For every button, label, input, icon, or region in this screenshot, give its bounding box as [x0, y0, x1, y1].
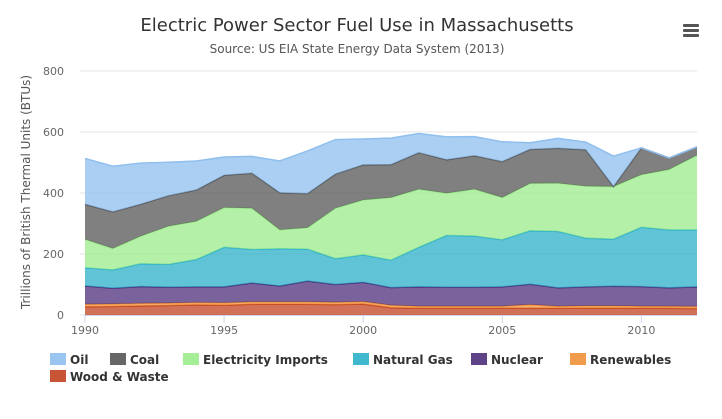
- legend-label: Coal: [130, 353, 159, 367]
- x-tick-label: 2010: [627, 324, 655, 337]
- legend-swatch: [183, 353, 199, 365]
- y-tick-label: 0: [57, 309, 64, 322]
- legend-label: Nuclear: [491, 353, 543, 367]
- legend-item-electricity-imports[interactable]: Electricity Imports: [183, 353, 328, 367]
- legend-item-natural-gas[interactable]: Natural Gas: [353, 353, 453, 367]
- legend-swatch: [353, 353, 369, 365]
- x-tick-label: 1995: [210, 324, 238, 337]
- legend-label: Electricity Imports: [203, 353, 328, 367]
- legend-swatch: [50, 370, 66, 382]
- y-axis: 0 200 400 600 800: [43, 65, 64, 322]
- legend-swatch: [570, 353, 586, 365]
- y-tick-label: 800: [43, 65, 64, 78]
- chart-subtitle: Source: US EIA State Energy Data System …: [210, 42, 505, 56]
- legend-swatch: [50, 353, 66, 365]
- legend: Oil Coal Electricity Imports Natural Gas Nuc…: [50, 353, 671, 384]
- legend-label: Oil: [70, 353, 88, 367]
- legend-label: Natural Gas: [373, 353, 453, 367]
- x-tick-label: 2005: [488, 324, 516, 337]
- chart-menu-button[interactable]: [677, 19, 703, 41]
- legend-item-coal[interactable]: Coal: [110, 353, 159, 367]
- legend-item-nuclear[interactable]: Nuclear: [471, 353, 543, 367]
- area-series: [84, 132, 698, 315]
- area-nuclear: [85, 281, 697, 307]
- x-tick-label: 2000: [349, 324, 377, 337]
- y-tick-label: 200: [43, 248, 64, 261]
- legend-item-wood-waste[interactable]: Wood & Waste: [50, 370, 169, 384]
- area-coal: [85, 146, 697, 249]
- legend-label: Wood & Waste: [70, 370, 169, 384]
- x-tick-label: 1990: [71, 324, 99, 337]
- hamburger-icon: [683, 24, 699, 37]
- legend-swatch: [471, 353, 487, 365]
- y-axis-title: Trillions of British Thermal Units (BTUs…: [19, 75, 33, 310]
- legend-item-oil[interactable]: Oil: [50, 353, 88, 367]
- area-oil: [85, 133, 697, 212]
- chart-title: Electric Power Sector Fuel Use in Massac…: [140, 15, 573, 36]
- area-renewables: [85, 301, 697, 309]
- area-oil-line: [84, 132, 698, 167]
- area-wood-waste: [85, 304, 697, 315]
- legend-label: Renewables: [590, 353, 671, 367]
- y-tick-label: 600: [43, 126, 64, 139]
- legend-item-renewables[interactable]: Renewables: [570, 353, 671, 367]
- x-axis: 1990 1995 2000 2005 2010: [71, 315, 697, 337]
- y-tick-label: 400: [43, 187, 64, 200]
- legend-swatch: [110, 353, 126, 365]
- area-natural-gas: [85, 227, 697, 289]
